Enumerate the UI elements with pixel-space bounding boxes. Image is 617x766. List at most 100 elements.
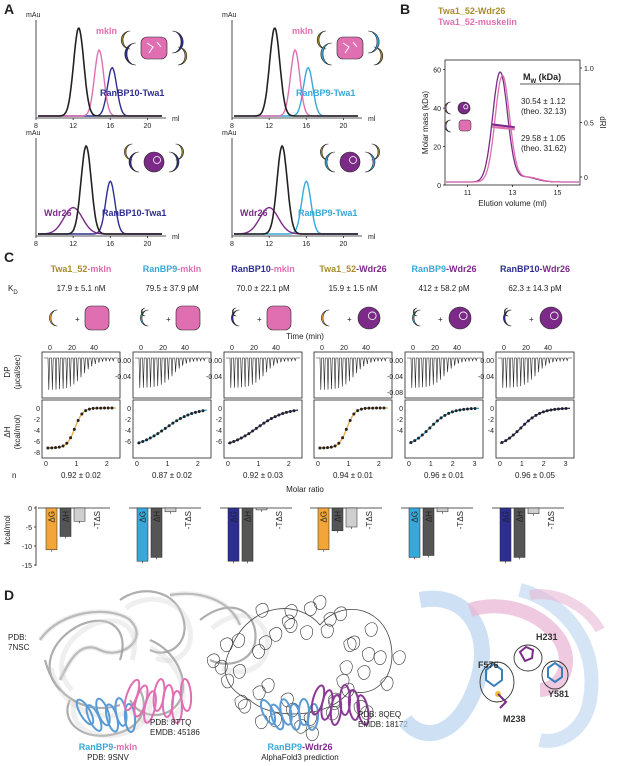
isotherm-point (519, 426, 523, 430)
isotherm-point (65, 441, 69, 445)
grey-ribbon-shadow (210, 613, 270, 675)
isotherm-point (106, 406, 110, 410)
x-axis-title: Elution volume (ml) (478, 199, 547, 208)
x-tick-label: 12 (265, 241, 273, 248)
pink-helix-ribbon (467, 599, 573, 697)
dh-tick-label: -4 (216, 428, 222, 435)
thermo-bar-label: -TΔS (365, 511, 374, 529)
ranbp-arm-icon (368, 30, 380, 54)
panel-c-label: C (4, 249, 14, 265)
density-mesh (232, 664, 246, 679)
arm-label: RanBP10-Twa1 (102, 208, 166, 218)
mr-tick-label: 2 (542, 461, 546, 468)
isotherm-point (382, 406, 386, 410)
isotherm-point (228, 441, 232, 445)
isotherm-point (348, 418, 352, 422)
x-tick-label: 20 (144, 123, 152, 130)
mr-tick-label: 3 (473, 461, 477, 468)
isotherm-frame (313, 399, 393, 459)
isotherm-point (435, 419, 439, 423)
thermogram-frame (495, 351, 575, 399)
isotherm-point (277, 413, 281, 417)
time-tick-label: 0 (230, 345, 234, 352)
itc-column-4: Twa1_52-Wdr26 15.9 ± 1.5 nM +0 20 40 0 1 20.94 … (310, 264, 393, 552)
isotherm-point (110, 406, 114, 410)
isotherm-point (450, 410, 454, 414)
complex-cartoon-icon (124, 143, 184, 173)
pair-title: RanBP9-Wdr26 (411, 264, 476, 274)
ranbp-arm-icon (324, 151, 336, 173)
isotherm-frame (404, 399, 484, 459)
grey-ribbon (43, 659, 121, 710)
y-tick-label: 0 (437, 183, 441, 190)
dp-tick-label: -0.08 (387, 390, 403, 397)
dh-tick-label: -2 (488, 417, 494, 424)
plus-sign: + (75, 315, 80, 324)
isotherm-point (564, 406, 568, 410)
density-mesh (380, 676, 394, 691)
arm-label: RanBP9-Twa1 (298, 208, 357, 218)
isotherm-point (152, 434, 156, 438)
time-tick-label: 0 (411, 345, 415, 352)
density-mesh (220, 637, 233, 652)
grey-ribbon (39, 610, 138, 681)
structure-right: H231 F576 Y581 M238 (398, 583, 605, 748)
time-tick-label: 20 (431, 345, 439, 352)
time-tick-label: 20 (250, 345, 258, 352)
isotherm-point (549, 408, 553, 412)
density-mesh (238, 698, 252, 714)
complex-trace (234, 27, 358, 117)
twa1-icon (444, 119, 451, 133)
y-axis-title: Molar mass (kDa) (421, 91, 430, 154)
x-tick-label: 8 (230, 123, 234, 130)
dh-tick-label: -4 (125, 428, 131, 435)
arm-label: RanBP10-Twa1 (100, 88, 164, 98)
dh-tick-label: -6 (125, 439, 131, 446)
density-mesh (336, 673, 350, 689)
isotherm-point (190, 412, 194, 416)
thermogram-trace (407, 357, 481, 388)
isotherm-point (420, 433, 424, 437)
y2-tick-label: 0 (584, 175, 588, 182)
isotherm-point (148, 436, 152, 440)
isotherm-frame (132, 399, 212, 459)
thermo-bar-mTdS (527, 507, 540, 514)
thermo-bar-label: ΔG (411, 511, 420, 523)
isotherm-point (318, 446, 322, 450)
wd40-ring-icon (153, 156, 161, 164)
isotherm-point (515, 430, 519, 434)
ranbp-arm-icon (124, 42, 136, 66)
thermo-tick-label: -10 (22, 544, 32, 551)
mr-tick-label: 2 (287, 461, 291, 468)
dp-tick-label: 0.00 (117, 358, 131, 365)
twa1-small-icon (503, 307, 509, 317)
isotherm-point (239, 436, 243, 440)
x-tick-label: 12 (265, 123, 273, 130)
mr-tick-label: 1 (165, 461, 169, 468)
molar-mass-muskelin (492, 125, 515, 131)
residue-label-f576: F576 (478, 660, 499, 670)
y2-tick-label: 0.5 (584, 121, 594, 128)
time-tick-label: 0 (139, 345, 143, 352)
isotherm-point (378, 406, 382, 410)
core-detail-icon (342, 41, 358, 54)
muskelin-icon (84, 305, 110, 331)
y-tick-label: 40 (433, 106, 441, 113)
wd40-ring-icon (368, 311, 377, 321)
x-tick-label: 13 (509, 190, 517, 197)
isotherm-point (508, 436, 512, 440)
thermo-bar-label: -TΔS (93, 511, 102, 529)
thermo-bar-mTdS (164, 507, 177, 513)
y-axis-label: mAu (222, 12, 237, 19)
isotherm-point (428, 426, 432, 430)
density-mesh (232, 633, 246, 648)
time-tick-label: 20 (522, 345, 530, 352)
thermogram-trace (135, 357, 209, 388)
isotherm-point (458, 408, 462, 412)
pair-title: RanBP9-mkln (143, 264, 202, 274)
panel-d-label: D (4, 587, 14, 603)
isotherm-point (432, 422, 436, 426)
